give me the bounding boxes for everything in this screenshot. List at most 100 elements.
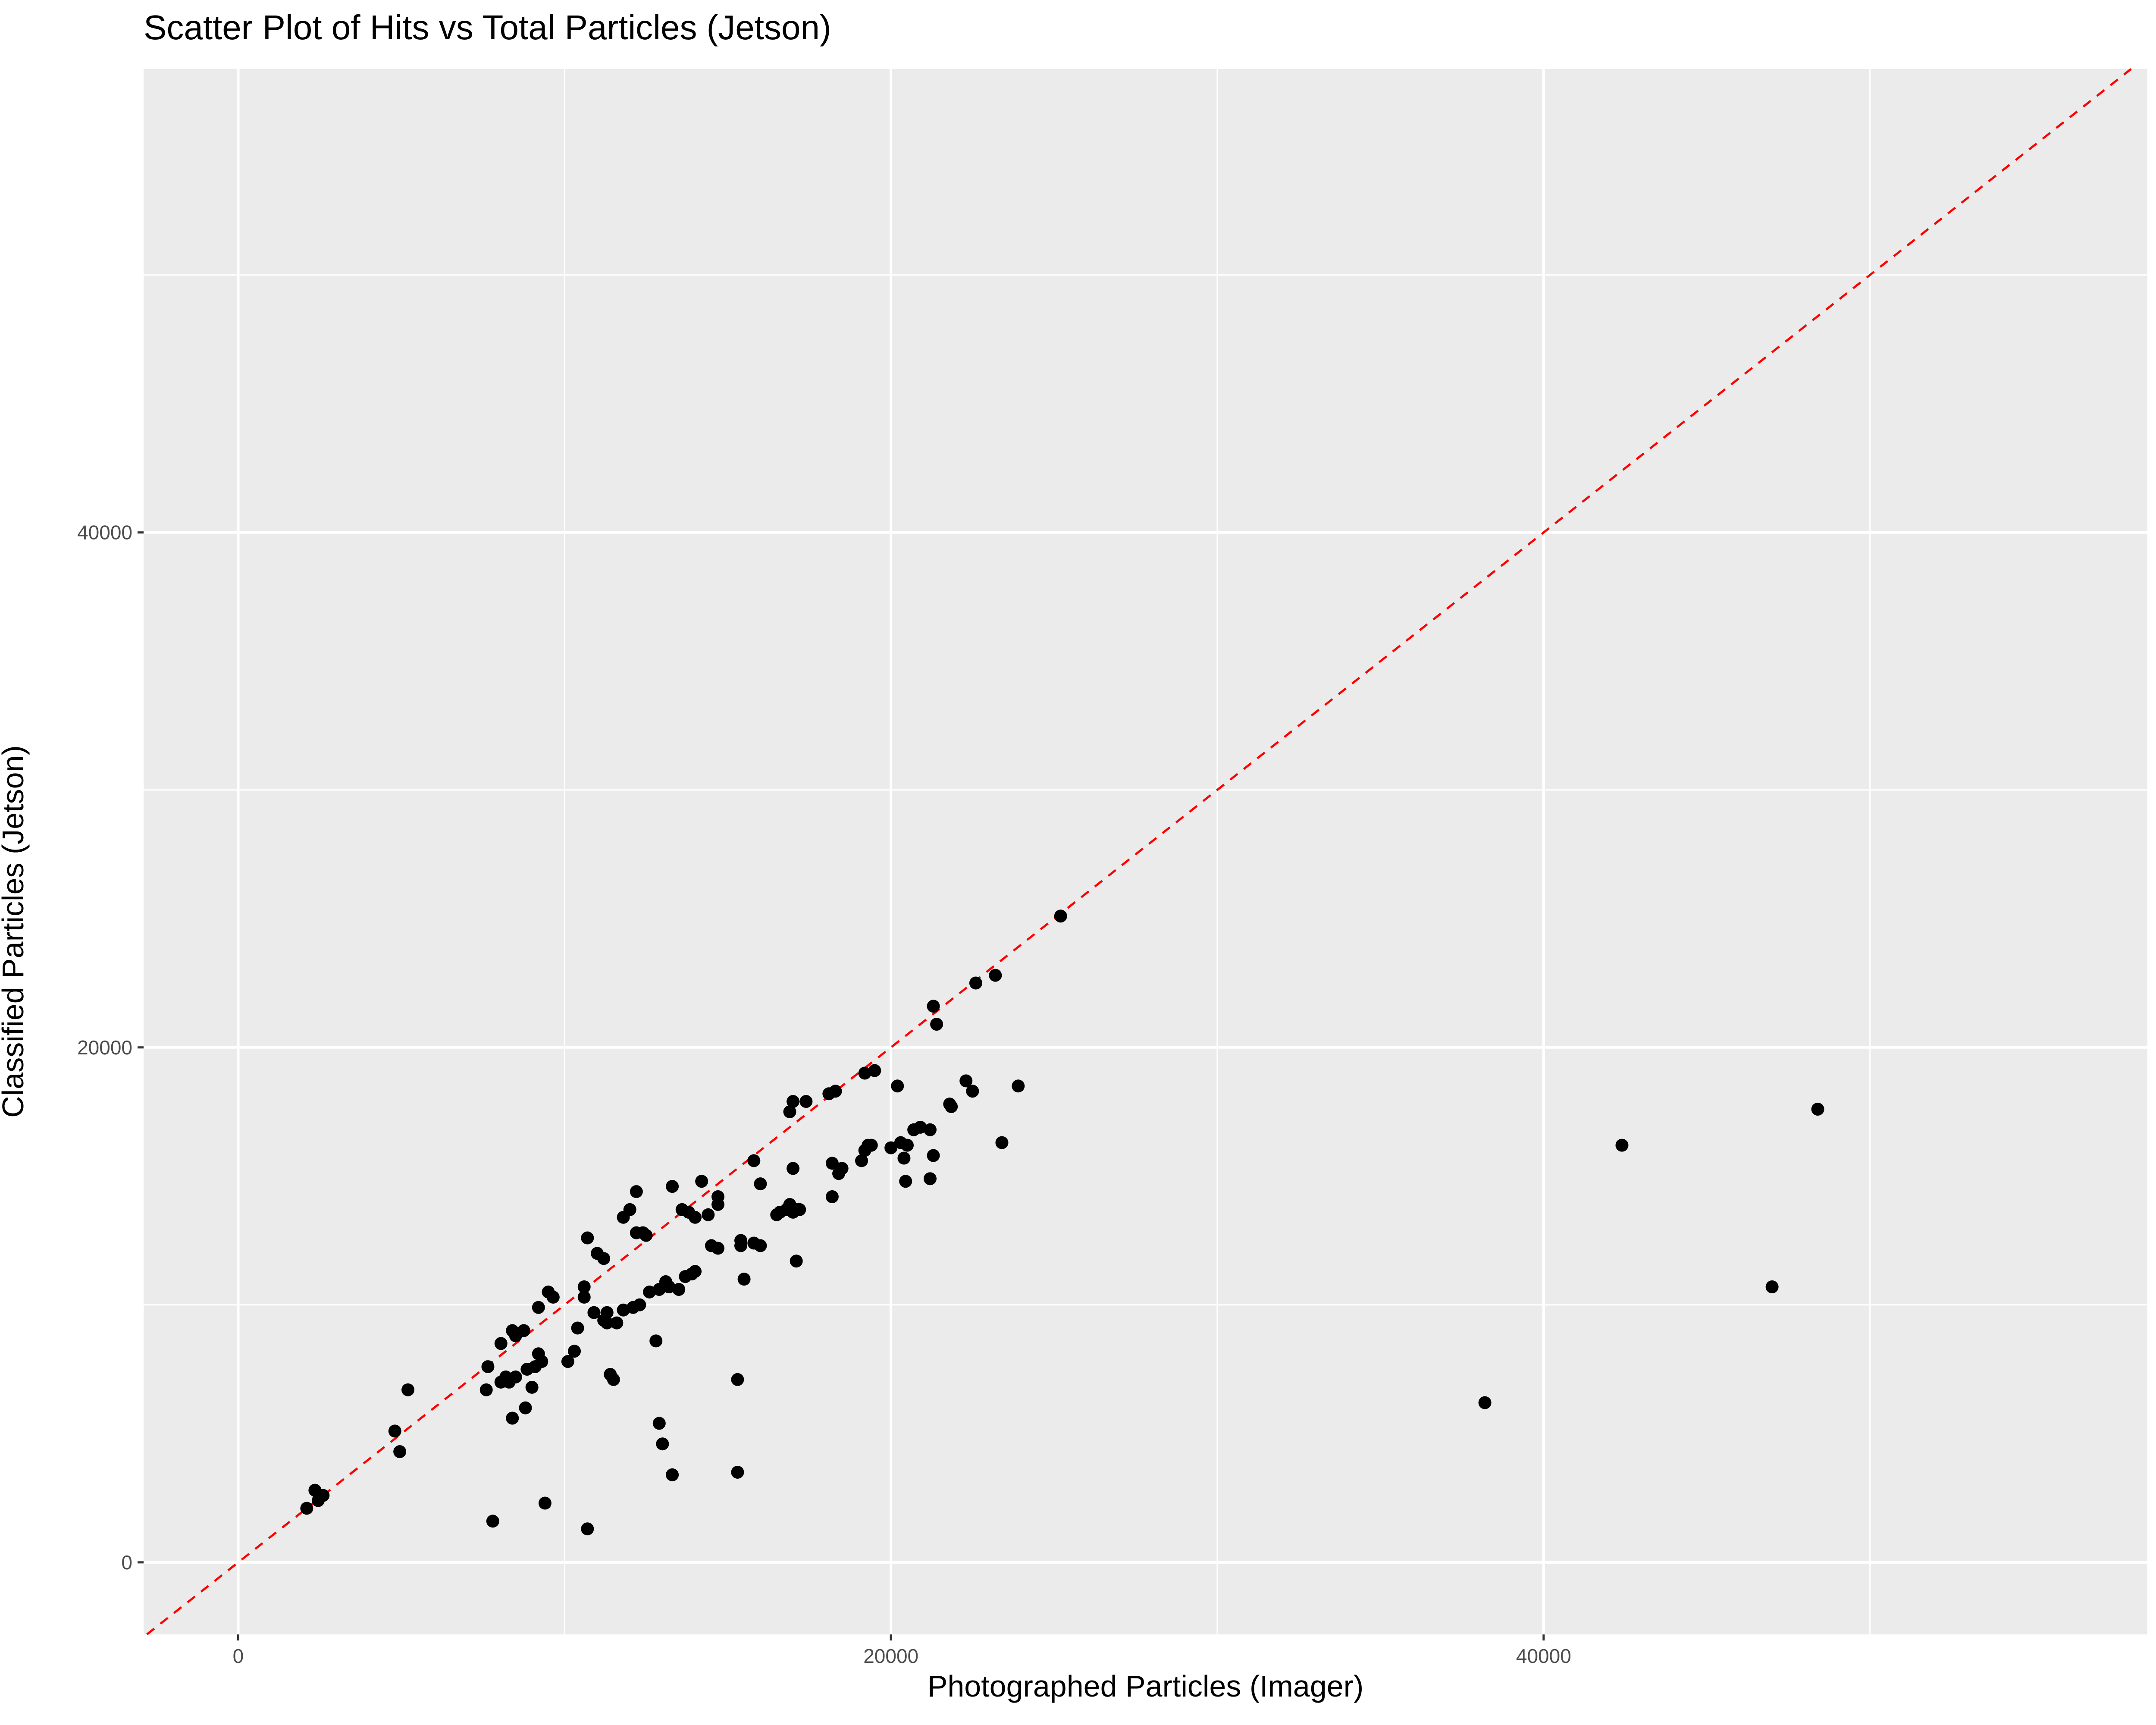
chart-title: Scatter Plot of Hits vs Total Particles … xyxy=(144,8,831,47)
data-point xyxy=(494,1337,508,1350)
data-point xyxy=(1478,1396,1492,1409)
data-point xyxy=(317,1489,330,1502)
data-point xyxy=(689,1211,702,1224)
data-point xyxy=(858,1066,871,1080)
data-point xyxy=(581,1522,594,1536)
plot-panel-background xyxy=(144,69,2147,1634)
data-point xyxy=(300,1502,313,1515)
data-point xyxy=(923,1172,937,1186)
data-point xyxy=(835,1162,849,1175)
data-point xyxy=(581,1231,594,1245)
x-tick-label: 0 xyxy=(233,1645,244,1667)
data-point xyxy=(486,1515,499,1528)
data-points xyxy=(300,910,1824,1536)
data-point xyxy=(702,1208,715,1221)
data-point xyxy=(969,976,982,990)
data-point xyxy=(1615,1138,1629,1152)
data-point xyxy=(829,1085,842,1098)
data-point xyxy=(793,1203,806,1216)
data-point xyxy=(568,1345,581,1358)
data-point xyxy=(672,1283,686,1296)
data-point xyxy=(538,1496,552,1510)
data-point xyxy=(790,1255,803,1268)
data-point xyxy=(989,969,1002,982)
data-point xyxy=(754,1177,767,1191)
y-axis-label: Classified Particles (Jetson) xyxy=(0,745,30,1118)
data-point xyxy=(525,1380,539,1394)
data-point xyxy=(855,1154,868,1167)
data-point xyxy=(930,1018,943,1031)
x-axis-ticks: 0 20000 40000 xyxy=(233,1634,1571,1667)
data-point xyxy=(535,1355,548,1368)
x-tick-label: 40000 xyxy=(1516,1645,1571,1667)
data-point xyxy=(799,1095,813,1108)
x-tick-label: 20000 xyxy=(863,1645,918,1667)
data-point xyxy=(571,1321,584,1335)
data-point xyxy=(927,1000,940,1013)
data-point xyxy=(610,1316,624,1330)
data-point xyxy=(825,1157,839,1170)
data-point xyxy=(546,1290,560,1304)
data-point xyxy=(901,1138,914,1152)
data-point xyxy=(607,1373,620,1386)
data-point xyxy=(388,1424,401,1438)
data-point xyxy=(587,1306,601,1319)
data-point xyxy=(959,1074,973,1088)
data-point xyxy=(897,1151,911,1165)
data-point xyxy=(519,1401,532,1414)
y-axis-ticks: 0 20000 40000 xyxy=(77,521,144,1574)
data-point xyxy=(711,1242,725,1255)
data-point xyxy=(656,1437,669,1451)
data-point xyxy=(945,1100,958,1113)
data-point xyxy=(1012,1079,1025,1093)
data-point xyxy=(711,1198,725,1211)
y-tick-label: 40000 xyxy=(77,521,132,544)
data-point xyxy=(1054,910,1067,923)
data-point xyxy=(787,1162,800,1175)
data-point xyxy=(597,1252,611,1265)
data-point xyxy=(927,1149,940,1162)
data-point xyxy=(479,1383,493,1396)
data-point xyxy=(630,1185,643,1198)
data-point xyxy=(884,1141,898,1154)
data-point xyxy=(689,1265,702,1278)
data-point xyxy=(666,1180,679,1193)
data-point xyxy=(734,1234,748,1247)
data-point xyxy=(731,1373,744,1386)
data-point xyxy=(914,1120,927,1134)
data-point xyxy=(517,1324,530,1337)
data-point xyxy=(577,1290,591,1304)
data-point xyxy=(695,1175,708,1188)
data-point xyxy=(652,1417,666,1430)
reference-line xyxy=(146,68,2132,1635)
data-point xyxy=(639,1229,653,1242)
data-point xyxy=(923,1123,937,1136)
data-point xyxy=(561,1355,574,1368)
data-point xyxy=(532,1301,545,1314)
reference-line-group xyxy=(146,68,2132,1635)
data-point xyxy=(787,1095,800,1108)
data-point xyxy=(600,1306,614,1319)
data-point xyxy=(1811,1103,1824,1116)
data-point xyxy=(617,1303,630,1317)
data-point xyxy=(899,1175,912,1188)
data-point xyxy=(506,1411,519,1425)
data-point xyxy=(783,1105,796,1119)
data-point xyxy=(825,1190,839,1204)
y-tick-label: 20000 xyxy=(77,1036,132,1059)
data-point xyxy=(509,1370,522,1383)
data-point xyxy=(623,1203,636,1216)
data-point xyxy=(401,1383,415,1396)
data-point xyxy=(649,1334,663,1348)
data-point xyxy=(891,1079,904,1093)
x-axis-label: Photographed Particles (Imager) xyxy=(927,1669,1364,1703)
data-point xyxy=(1765,1280,1779,1293)
data-point xyxy=(747,1154,761,1167)
data-point xyxy=(481,1360,495,1374)
major-gridlines xyxy=(144,69,2147,1634)
data-point xyxy=(865,1138,878,1152)
data-point xyxy=(600,1316,614,1330)
data-point xyxy=(754,1239,767,1252)
data-point xyxy=(731,1465,744,1479)
data-point xyxy=(868,1064,881,1077)
